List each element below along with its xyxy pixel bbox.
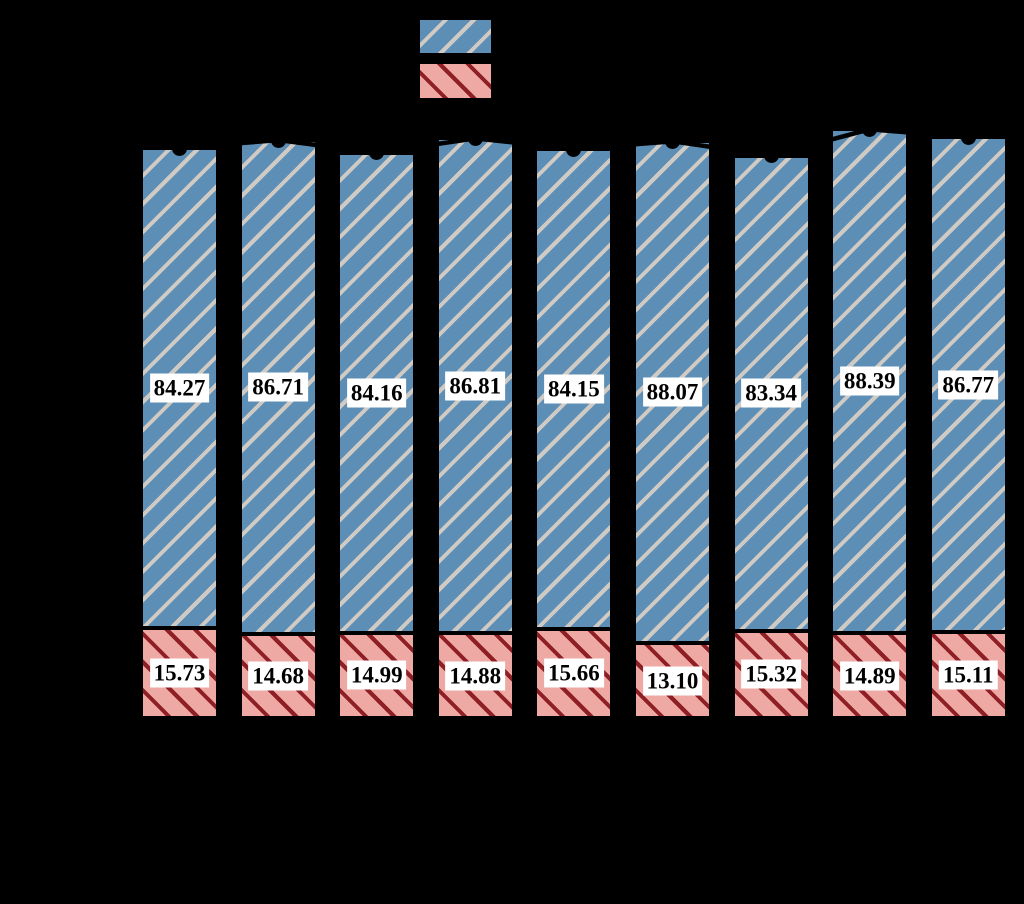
blue-value-label-1: 84.27 [149, 373, 210, 403]
red-value-label-6: 13.10 [642, 666, 703, 696]
blue-value-label-2: 86.71 [248, 372, 308, 402]
red-value-label-5: 15.66 [544, 658, 604, 688]
blue-value-label-9: 86.77 [938, 370, 999, 400]
blue-value-label-3: 84.16 [346, 378, 407, 408]
red-value-label-2: 14.68 [248, 661, 308, 691]
red-value-label-9: 15.11 [939, 660, 998, 690]
blue-value-label-6: 88.07 [642, 377, 703, 407]
top-marker-dot-8 [862, 121, 878, 137]
blue-value-label-4: 86.81 [445, 371, 506, 401]
red-value-label-8: 14.89 [839, 661, 900, 691]
legend-swatch-blue-hatched [419, 19, 492, 54]
red-value-label-1: 15.73 [149, 658, 210, 688]
top-marker-dot-7 [763, 148, 779, 164]
top-marker-dot-9 [960, 129, 976, 145]
top-marker-dot-1 [172, 140, 187, 156]
top-marker-dot-2 [270, 132, 286, 148]
red-value-label-4: 14.88 [445, 661, 506, 691]
legend-swatch-red-hatched [419, 63, 492, 99]
blue-value-label-7: 83.34 [741, 378, 801, 408]
blue-value-label-5: 84.15 [544, 374, 604, 404]
top-marker-dot-6 [665, 133, 680, 149]
top-marker-dot-4 [467, 130, 483, 146]
red-value-label-3: 14.99 [346, 660, 407, 690]
red-value-label-7: 15.32 [741, 659, 801, 689]
top-marker-dot-5 [566, 141, 582, 157]
blue-value-label-8: 88.39 [839, 366, 900, 396]
